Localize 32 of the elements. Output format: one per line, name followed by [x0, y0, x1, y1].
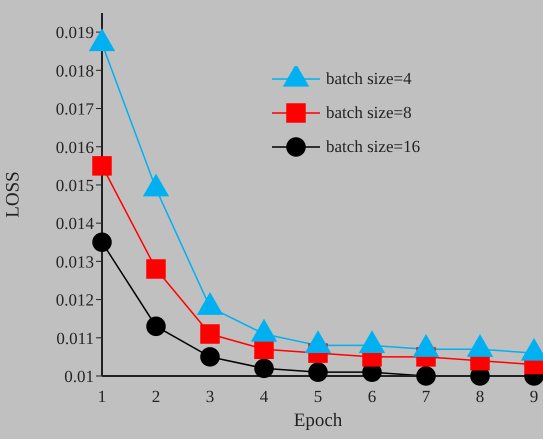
y-tick-label: 0.012 [56, 290, 94, 310]
x-tick-label: 2 [152, 387, 160, 406]
point [146, 316, 166, 336]
y-tick-label: 0.017 [56, 100, 94, 119]
legend-label: batch size=16 [326, 137, 420, 157]
y-tick-label: 0.011 [56, 328, 94, 348]
x-tick-label: 8 [476, 387, 484, 406]
x-axis-title: Epoch [294, 410, 343, 431]
legend-label: batch size=4 [326, 69, 412, 89]
x-tick-label: 4 [260, 387, 269, 406]
point [146, 259, 166, 279]
legend-label: batch size=8 [326, 103, 412, 123]
point [416, 366, 436, 386]
point [308, 362, 328, 382]
y-tick-label: 0.01 [64, 367, 94, 386]
y-tick-label: 0.016 [56, 138, 94, 157]
y-tick-label: 0.015 [56, 176, 94, 195]
y-tick-label: 0.019 [56, 23, 94, 42]
point [200, 324, 220, 344]
x-tick-label: 7 [422, 387, 431, 406]
x-tick-label: 5 [314, 387, 322, 406]
y-tick-label: 0.014 [56, 214, 94, 234]
x-tick-label: 3 [206, 387, 214, 406]
y-tick-label: 0.018 [56, 61, 94, 80]
point [254, 358, 274, 378]
y-tick-label: 0.013 [56, 252, 94, 272]
point [200, 347, 220, 367]
point [92, 232, 112, 252]
y-axis-title: LOSS [2, 171, 24, 218]
x-tick-label: 9 [530, 387, 538, 406]
x-tick-label: 1 [98, 387, 106, 406]
x-tick-label: 6 [368, 387, 376, 406]
